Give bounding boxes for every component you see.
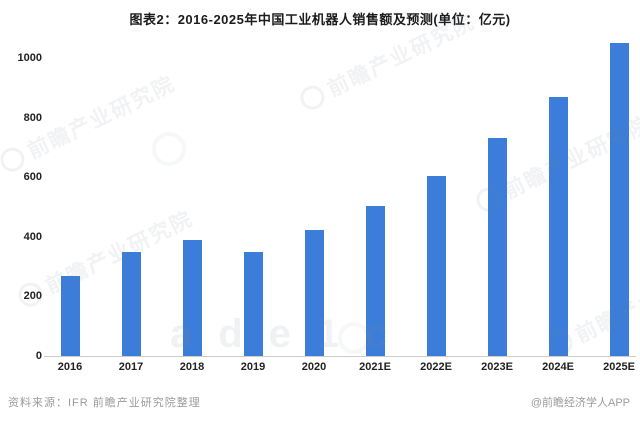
source-note: 资料来源：IFR 前瞻产业研究院整理 — [8, 397, 201, 409]
x-axis-label: 2024E — [542, 361, 574, 373]
bar-2018 — [182, 239, 202, 356]
bar-2022E — [426, 175, 446, 356]
chart-title: 图表2：2016-2025年中国工业机器人销售额及预测(单位：亿元) — [129, 12, 511, 27]
y-axis-tick-label: 800 — [23, 111, 42, 124]
y-axis-tick-label: 600 — [23, 171, 42, 184]
y-axis-tick-label: 1000 — [17, 52, 42, 64]
x-axis-label: 2022E — [420, 361, 452, 373]
x-axis-label: 2023E — [481, 361, 513, 373]
y-axis-tick-label: 200 — [23, 290, 42, 303]
bar-2021E — [365, 205, 385, 356]
y-axis-tick-label: 0 — [35, 350, 42, 362]
bar-2019 — [243, 251, 263, 356]
credit-note: @前瞻经济学人APP — [530, 397, 630, 409]
bar-2017 — [121, 251, 141, 356]
bar-2025E — [609, 43, 629, 356]
x-axis-label: 2017 — [118, 361, 144, 373]
bar-2023E — [487, 138, 507, 356]
x-axis-label: 2019 — [240, 361, 266, 373]
bar-2020 — [304, 230, 324, 356]
x-axis-label: 2020 — [301, 361, 327, 373]
x-axis-line — [44, 356, 636, 357]
x-axis-label: 2018 — [179, 361, 205, 373]
x-axis-label: 2016 — [57, 361, 83, 373]
bar-2016 — [60, 275, 80, 356]
x-axis-label: 2025E — [603, 361, 635, 373]
bar-2024E — [548, 96, 568, 356]
y-axis-tick-label: 400 — [23, 230, 42, 243]
x-axis-label: 2021E — [359, 361, 391, 373]
